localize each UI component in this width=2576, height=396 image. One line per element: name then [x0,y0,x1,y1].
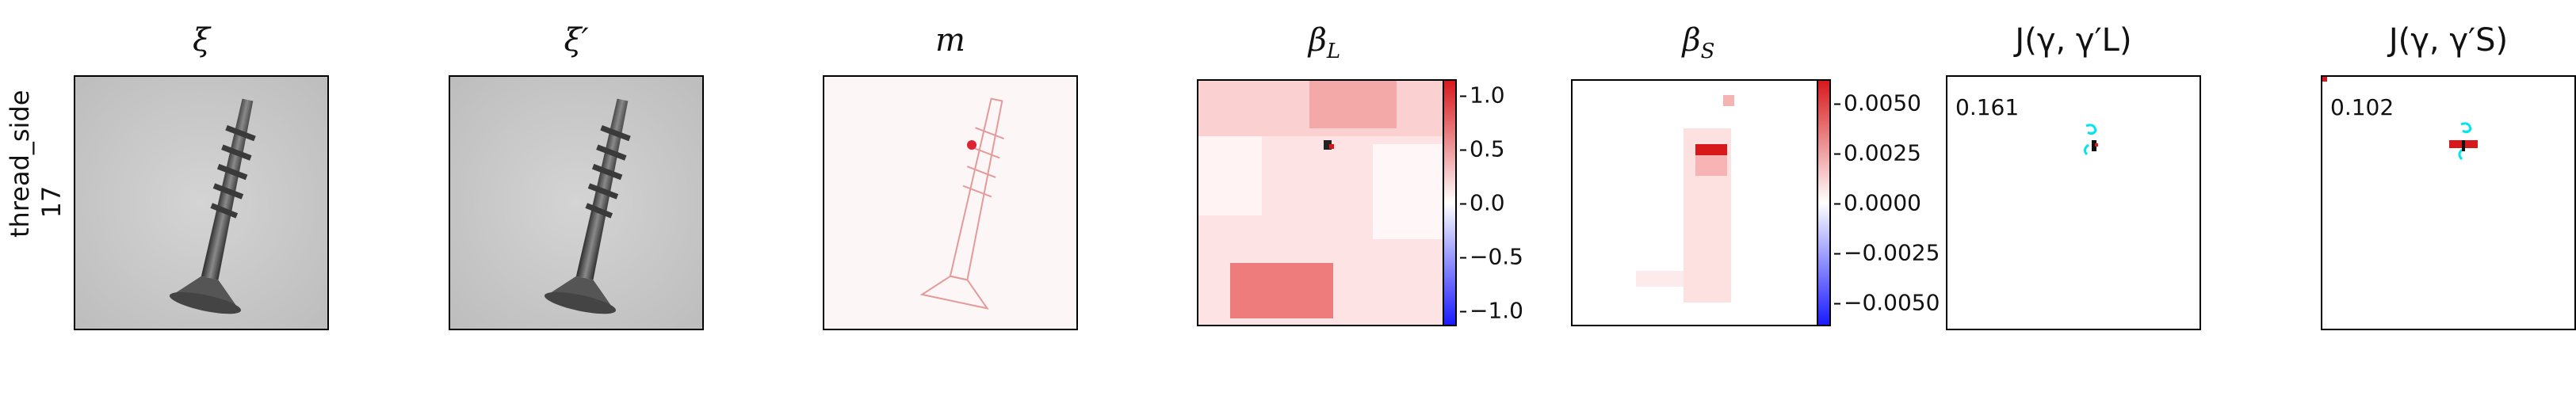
image-j-l: 0.161 [1946,75,2201,330]
score-j-l: 0.161 [1955,94,2020,120]
image-xi [74,75,329,330]
mask-image [824,77,1076,329]
tick: −0.0025 [1833,239,1940,266]
image-m [823,75,1078,330]
tick: 0.0050 [1834,89,1921,116]
row-label-line1: thread_side [5,89,35,238]
tick: −1.0 [1460,297,1523,324]
beta-s-heatmap [1573,81,1817,325]
tick: −0.5 [1460,243,1523,270]
title-xi: ξ [192,22,211,59]
row-label: thread_side 17 [4,89,67,238]
score-j-s: 0.102 [2330,94,2394,120]
j-s-overlay [2322,77,2478,161]
j-l-overlay [2083,124,2098,156]
tick: 1.0 [1460,82,1505,109]
tick: 0.0 [1460,189,1505,216]
tick: 0.5 [1460,135,1505,162]
title-beta-l: βL [1308,22,1341,63]
tick: 0.0025 [1834,139,1921,166]
title-m: m [935,22,965,59]
screw-image-counterfactual [450,77,702,329]
tick: −0.0050 [1833,289,1940,316]
title-j-l: J(γ, γ′L) [2015,22,2132,59]
colorbar-beta-l [1443,79,1457,326]
heatmap-beta-s [1571,79,1818,326]
heatmap-beta-l [1197,79,1444,326]
title-beta-s: βS [1682,22,1715,63]
title-j-s: J(γ, γ′S) [2388,22,2509,59]
beta-l-heatmap [1198,81,1443,325]
tick: 0.0000 [1834,189,1921,216]
title-xi-prime: ξ′ [564,22,589,59]
image-xi-prime [449,75,704,330]
colorbar-beta-s [1817,79,1831,326]
row-label-line2: 17 [36,185,67,219]
image-j-s: 0.102 [2321,75,2576,330]
screw-image [75,77,327,329]
